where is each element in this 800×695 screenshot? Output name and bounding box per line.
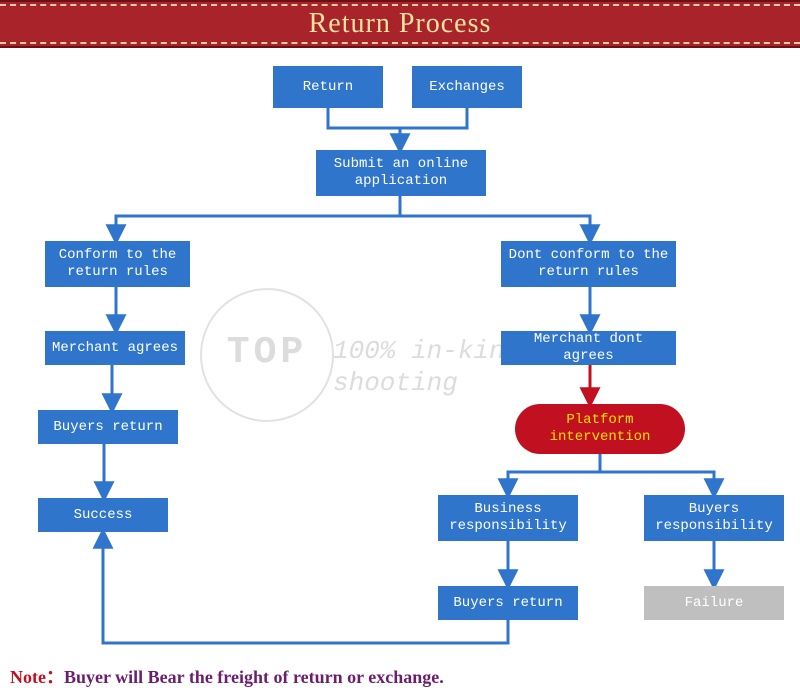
- edge-exchanges: [400, 108, 467, 128]
- flow-node-conform: Conform to the return rules: [45, 241, 190, 287]
- edge-plat_l: [508, 472, 600, 495]
- flow-node-biz_resp: Business responsibility: [438, 495, 578, 541]
- edge-split_r: [400, 216, 590, 241]
- watermark-line1: 100% in-kind: [333, 336, 520, 366]
- flow-node-return: Return: [273, 66, 383, 108]
- title-banner: Return Process: [0, 0, 800, 48]
- watermark-top-circle: TOP: [200, 288, 334, 422]
- watermark-line2: shooting: [333, 368, 458, 398]
- edge-split_l: [116, 216, 400, 241]
- footer-note: Note：Buyer will Bear the freight of retu…: [10, 663, 444, 689]
- flow-node-nconform: Dont conform to the return rules: [501, 241, 676, 287]
- flowchart-canvas: TOP 100% in-kind shooting Return Exchange…: [0, 48, 800, 695]
- flow-node-m_dont: Merchant dont agrees: [501, 331, 676, 365]
- page-title: Return Process: [309, 0, 492, 48]
- flow-node-exchanges: Exchanges: [412, 66, 522, 108]
- flow-node-buyers_ret_l: Buyers return: [38, 410, 178, 444]
- flow-node-m_agree: Merchant agrees: [45, 331, 185, 365]
- flow-node-platform: Platform intervention: [515, 404, 685, 454]
- note-label: Note：: [10, 667, 64, 687]
- flow-node-success: Success: [38, 498, 168, 532]
- flow-node-buy_resp: Buyers responsibility: [644, 495, 784, 541]
- flow-node-buyers_ret_r: Buyers return: [438, 586, 578, 620]
- note-text: Buyer will Bear the freight of return or…: [64, 667, 444, 687]
- flow-node-submit: Submit an online application: [316, 150, 486, 196]
- flow-node-failure: Failure: [644, 586, 784, 620]
- edge-return: [328, 108, 400, 128]
- edge-plat_r: [600, 472, 714, 495]
